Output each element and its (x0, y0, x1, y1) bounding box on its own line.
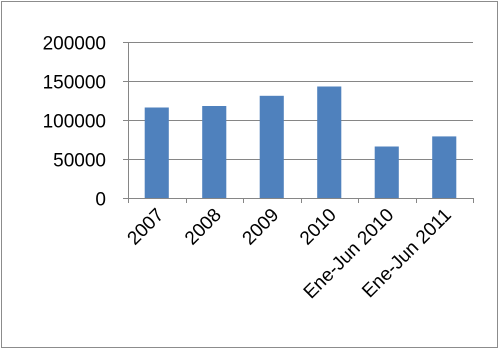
y-tick-labels: 0 50000 100000 150000 200000 (43, 34, 106, 211)
x-tick-label: 2007 (124, 205, 169, 250)
bar (144, 107, 169, 198)
gridlines (128, 42, 473, 160)
y-tick-label: 50000 (53, 151, 106, 172)
y-tick-label: 200000 (43, 34, 106, 55)
bar (374, 146, 399, 198)
chart-frame (1, 1, 498, 348)
bar (317, 86, 342, 198)
bar (259, 95, 284, 198)
y-tick-label: 150000 (43, 73, 106, 94)
axes (123, 42, 474, 203)
x-tick-label: 2010 (296, 205, 341, 250)
y-tick-label: 100000 (43, 112, 106, 133)
bar (202, 106, 227, 198)
y-tick-label: 0 (95, 190, 106, 211)
bar (432, 136, 457, 198)
x-tick-label: 2008 (181, 205, 226, 250)
x-tick-label: 2009 (239, 205, 284, 250)
bars (144, 86, 457, 198)
